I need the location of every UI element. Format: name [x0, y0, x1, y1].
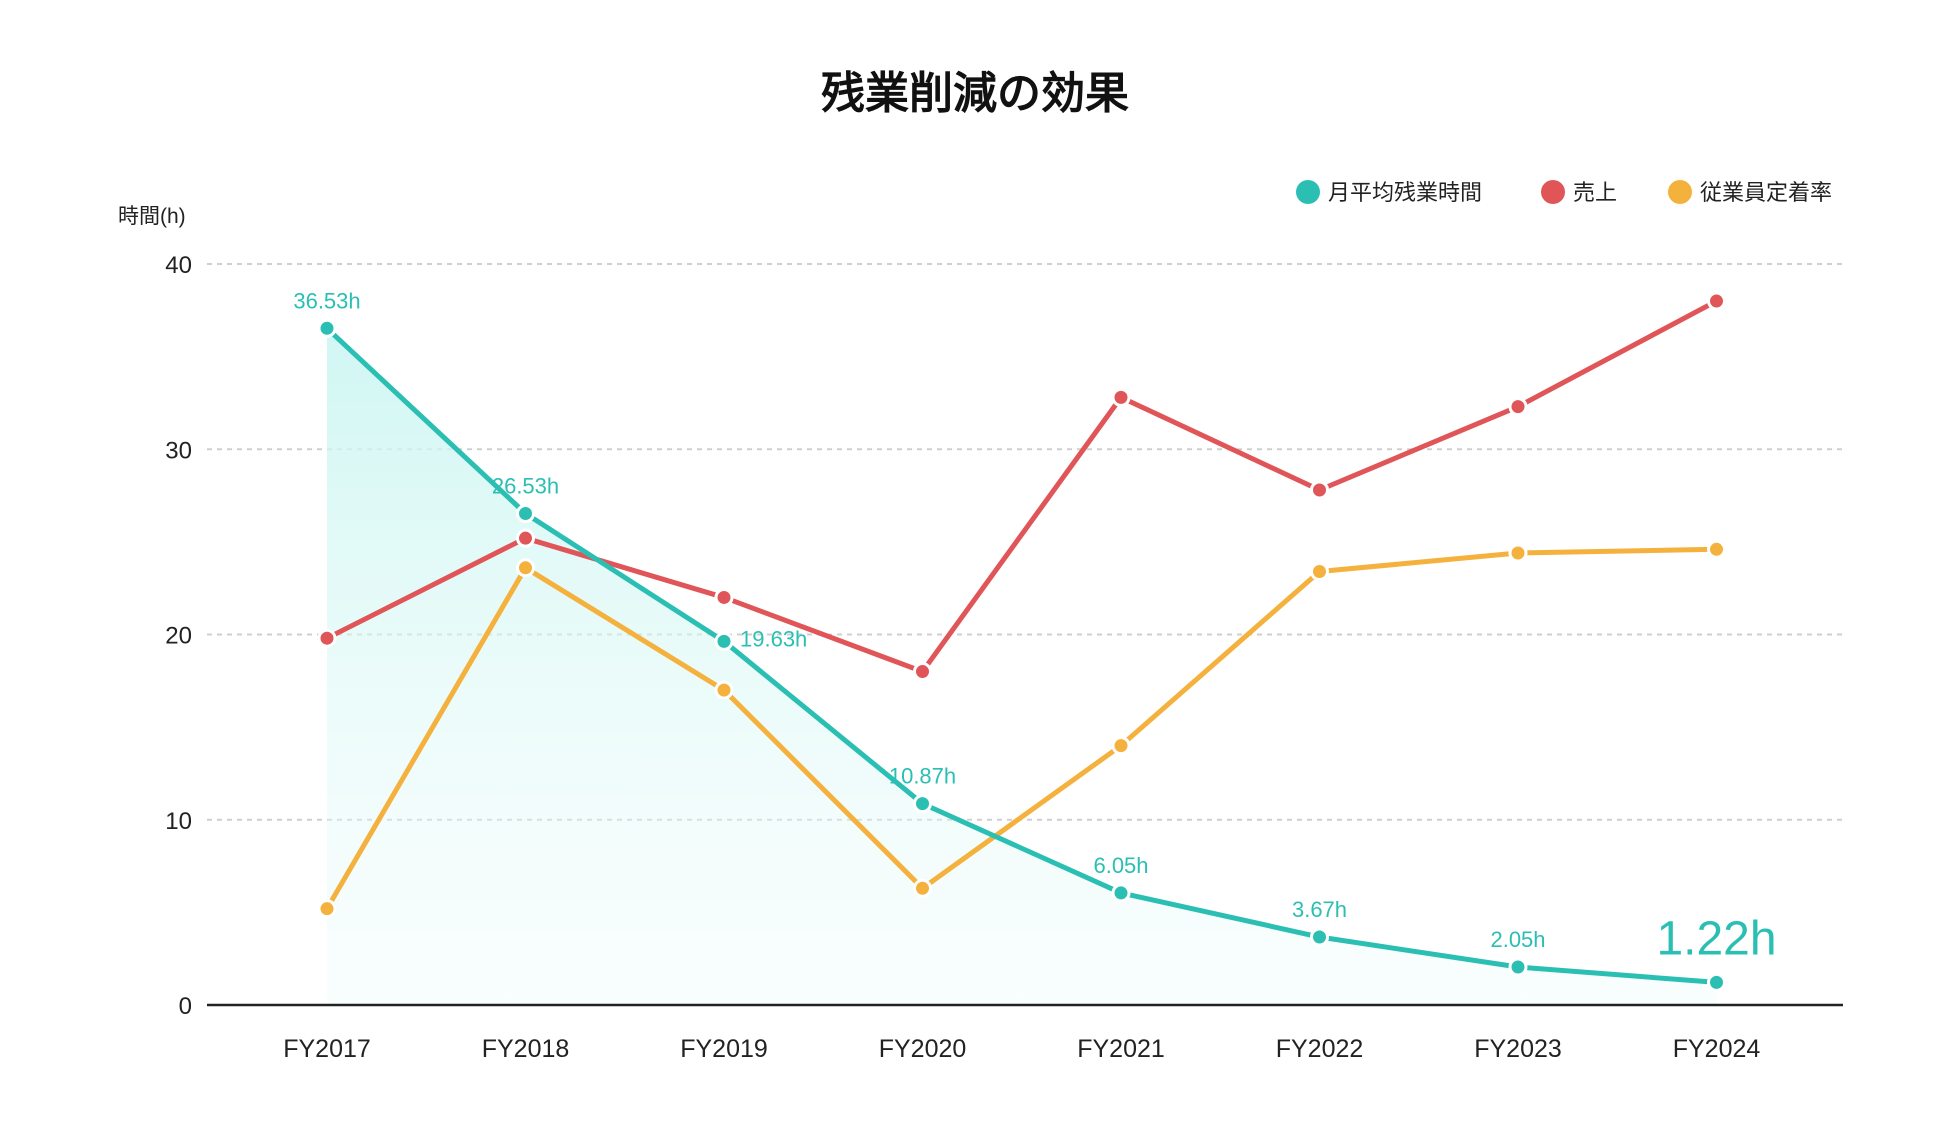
data-point-sales[interactable]: [714, 587, 734, 607]
x-tick-label: FY2024: [1673, 1035, 1761, 1063]
legend-item-overtime[interactable]: 月平均残業時間: [1296, 180, 1482, 205]
data-point-overtime[interactable]: [1310, 927, 1329, 947]
data-label-overtime: 10.87h: [889, 764, 956, 789]
data-point-sales[interactable]: [1508, 397, 1528, 417]
area-layer: [327, 328, 1717, 1005]
data-point-retention[interactable]: [516, 558, 535, 578]
y-tick-label: 10: [165, 808, 192, 835]
data-point-overtime[interactable]: [317, 318, 337, 338]
data-point-overtime[interactable]: [516, 504, 535, 524]
series-retention: [317, 539, 1726, 919]
x-tick-label: FY2017: [283, 1035, 371, 1063]
x-tick-label: FY2019: [680, 1035, 768, 1063]
data-label-overtime: 19.63h: [740, 626, 807, 651]
legend: 月平均残業時間 売上 従業員定着率: [1296, 180, 1832, 205]
data-point-overtime[interactable]: [1111, 883, 1131, 903]
series-line-sales: [324, 298, 1719, 675]
x-tick-label: FY2021: [1077, 1035, 1165, 1063]
data-label-overtime: 3.67h: [1292, 897, 1347, 922]
data-point-sales[interactable]: [516, 528, 535, 548]
y-tick-label: 20: [165, 623, 192, 650]
chart-title: 残業削減の効果: [821, 69, 1129, 118]
data-point-overtime[interactable]: [1508, 957, 1528, 977]
data-point-retention[interactable]: [317, 899, 337, 919]
data-point-retention[interactable]: [913, 878, 932, 898]
data-point-sales[interactable]: [317, 628, 337, 648]
series-line-retention: [324, 546, 1719, 912]
legend-label-sales: 売上: [1573, 180, 1617, 205]
x-tick-label: FY2023: [1474, 1035, 1562, 1063]
data-label-overtime: 26.53h: [492, 474, 559, 499]
data-point-sales[interactable]: [1707, 291, 1726, 311]
data-label-layer: 36.53h 26.53h 19.63h 10.87h 6.05h 3.67h 2.05h 1…: [293, 288, 1776, 965]
legend-label-overtime: 月平均残業時間: [1328, 180, 1482, 205]
data-point-overtime[interactable]: [714, 631, 734, 651]
data-label-overtime: 2.05h: [1490, 927, 1545, 952]
legend-marker-overtime: [1296, 180, 1320, 204]
x-tick-label: FY2020: [879, 1035, 967, 1063]
data-label-overtime: 1.22h: [1656, 912, 1776, 965]
legend-marker-sales: [1541, 180, 1565, 204]
x-tick-label: FY2018: [482, 1035, 570, 1063]
y-tick-label: 40: [165, 252, 192, 279]
series-line-overtime: [324, 325, 1719, 985]
data-point-retention[interactable]: [1111, 736, 1131, 756]
overtime-area: [327, 328, 1717, 1005]
legend-marker-retention: [1668, 180, 1692, 204]
legend-item-retention[interactable]: 従業員定着率: [1668, 180, 1832, 205]
series-layer: [317, 291, 1726, 992]
data-point-overtime[interactable]: [913, 794, 932, 814]
data-point-sales[interactable]: [1310, 480, 1329, 500]
series-overtime: [317, 318, 1726, 992]
data-label-overtime: 36.53h: [293, 288, 360, 313]
data-point-retention[interactable]: [1508, 543, 1528, 563]
y-axis-label: 時間(h): [118, 205, 186, 228]
y-tick-label: 0: [179, 993, 192, 1020]
series-sales: [317, 291, 1726, 682]
data-point-overtime[interactable]: [1707, 972, 1726, 992]
legend-label-retention: 従業員定着率: [1700, 180, 1832, 205]
x-tick-label: FY2022: [1276, 1035, 1364, 1063]
legend-item-sales[interactable]: 売上: [1541, 180, 1617, 205]
data-point-retention[interactable]: [1707, 539, 1726, 559]
data-point-sales[interactable]: [913, 662, 932, 682]
data-point-sales[interactable]: [1111, 387, 1131, 407]
data-label-overtime: 6.05h: [1093, 853, 1148, 878]
data-point-retention[interactable]: [1310, 562, 1329, 582]
tick-layer: 0 10 20 30 40 FY2017 FY2018 FY2019 FY2020 FY2021 F…: [165, 252, 1760, 1063]
data-point-retention[interactable]: [714, 680, 734, 700]
y-tick-label: 30: [165, 437, 192, 464]
